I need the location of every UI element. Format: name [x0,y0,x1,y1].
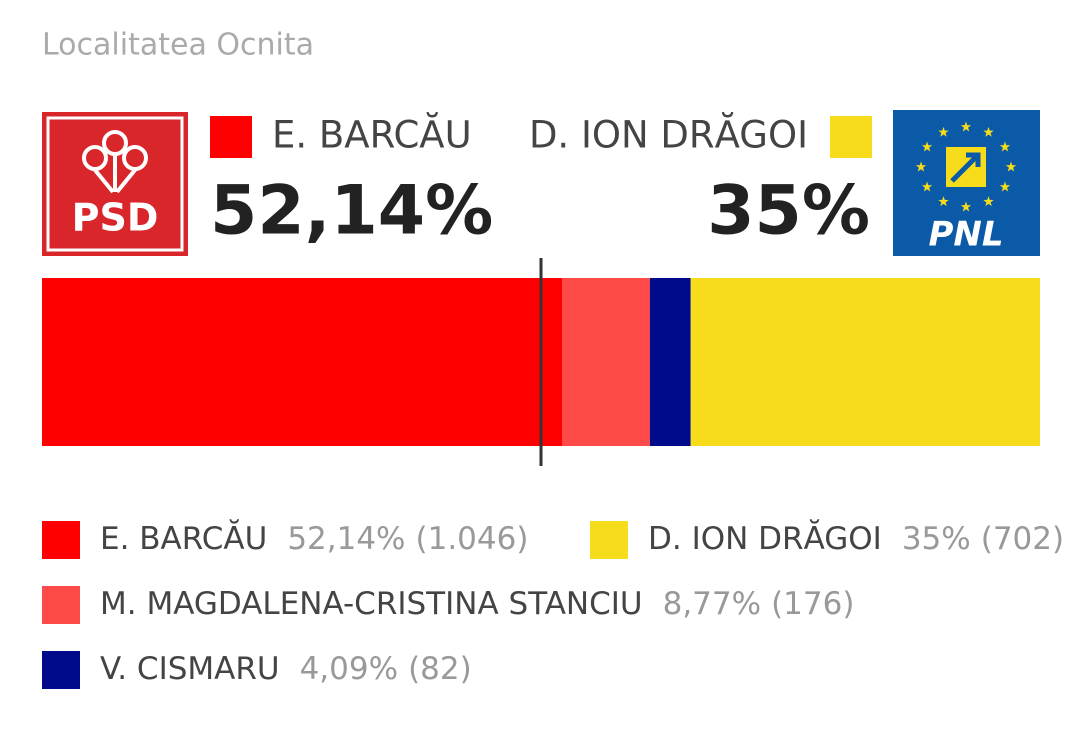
star [960,121,972,132]
star [921,141,933,152]
legend-entry: E. BARCĂU 52,14% (1.046) [100,520,528,557]
legend-votes: (702) [981,521,1064,557]
legend-entry: V. CISMARU 4,09% (82) [100,651,472,687]
legend-percent: 8,77% [663,586,761,622]
legend-votes: (176) [771,586,854,622]
legend-percent: 4,09% [300,651,398,687]
legend-name: V. CISMARU [100,651,280,687]
legend-swatch [42,521,80,559]
logo-text: PNL [928,215,1003,255]
header-name: D. ION DRĂGOI [529,112,808,157]
star [938,196,949,207]
star [938,126,949,137]
star [921,181,933,192]
star [999,141,1011,152]
star [960,201,972,212]
bar-segment [562,278,650,446]
legend-name: M. MAGDALENA-CRISTINA STANCIU [100,586,643,622]
star [915,161,927,172]
star [983,126,994,137]
legend-votes: (1.046) [416,521,529,557]
legend-name: D. ION DRĂGOI [648,520,882,557]
chart-title: Localitatea Ocnita [42,28,314,63]
header-percent: 52,14% [210,172,493,251]
legend-swatch [42,651,80,689]
bar-segment [42,278,563,446]
logo-text: PSD [72,196,159,240]
pnl-logo: PNL [893,110,1040,256]
legend-name: E. BARCĂU [100,520,267,557]
legend-entry: M. MAGDALENA-CRISTINA STANCIU 8,77% (176) [100,586,854,622]
bar-segment [690,278,1040,446]
legend-entry: D. ION DRĂGOI 35% (702) [648,520,1064,557]
legend-swatch [42,586,80,624]
legend-swatch [590,521,628,559]
header-percent: 35% [707,172,870,251]
header-swatch [830,116,872,158]
psd-logo: PSD [42,112,188,256]
star [999,181,1011,192]
legend-votes: (82) [408,651,472,687]
legend-percent: 52,14% [287,521,405,557]
header-name: E. BARCĂU [272,112,472,157]
star [1005,161,1017,172]
legend-percent: 35% [902,521,971,557]
bar-segment [649,278,691,446]
header-swatch [210,116,252,158]
star [983,196,994,207]
